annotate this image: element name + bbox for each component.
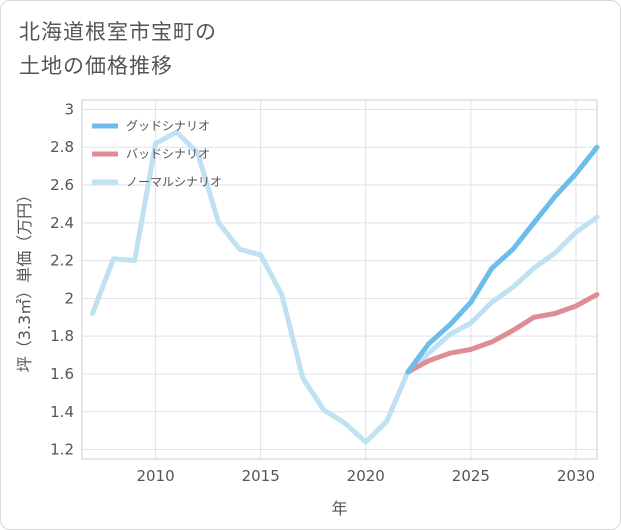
- y-tick-label: 2: [64, 289, 74, 307]
- legend-label: バッドシナリオ: [126, 147, 210, 161]
- y-tick-labels: 1.2 1.4 1.6 1.8 2 2.2 2.4 2.6 2.8 3: [50, 100, 74, 458]
- x-tick-label: 2020: [347, 467, 385, 485]
- y-tick-label: 3: [64, 100, 74, 118]
- x-tick-label: 2025: [452, 467, 490, 485]
- y-tick-label: 2.2: [50, 252, 74, 270]
- y-tick-label: 1.2: [50, 441, 74, 459]
- plot-border: [81, 99, 598, 460]
- x-tick-labels: 2010 2015 2020 2025 2030: [136, 467, 595, 485]
- series-layer: [90, 129, 600, 445]
- legend-label: ノーマルシナリオ: [126, 175, 222, 189]
- chart-title: 北海道根室市宝町の 土地の価格推移: [19, 20, 217, 78]
- x-axis-title: 年: [331, 499, 347, 518]
- y-tick-label: 1.8: [50, 327, 74, 345]
- y-axis-title: 坪（3.3㎡）単価（万円）: [15, 187, 34, 372]
- series-line-1: [405, 292, 600, 375]
- y-tick-label: 1.4: [50, 403, 74, 421]
- y-tick-label: 1.6: [50, 365, 74, 383]
- x-tick-label: 2015: [242, 467, 280, 485]
- plot-frame: [81, 99, 598, 460]
- series-line-2: [90, 129, 600, 445]
- y-tick-label: 2.8: [50, 138, 74, 156]
- series-line-0: [405, 144, 600, 375]
- y-tick-label: 2.4: [50, 214, 74, 232]
- y-tick-label: 2.6: [50, 176, 74, 194]
- legend-label: グッドシナリオ: [126, 119, 210, 133]
- grid: [82, 100, 597, 459]
- x-tick-label: 2030: [557, 467, 595, 485]
- x-tick-label: 2010: [136, 467, 174, 485]
